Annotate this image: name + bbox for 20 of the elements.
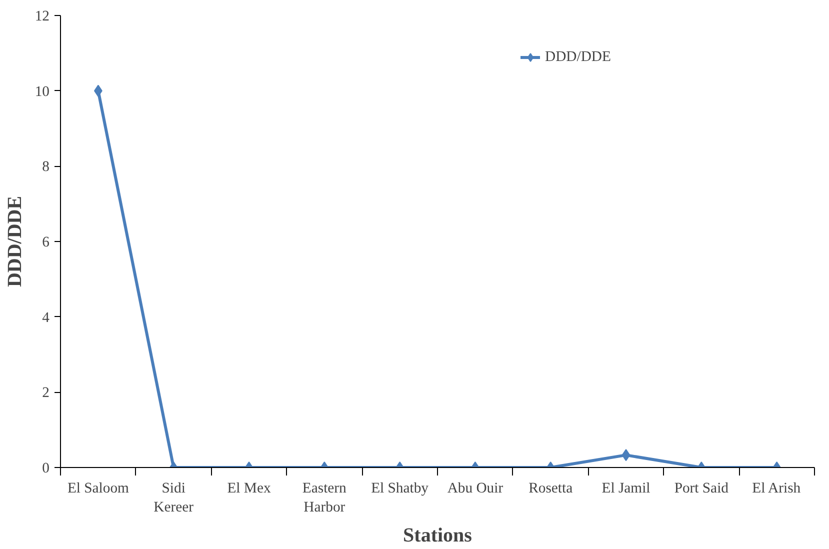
x-tick-label: El Shatby (371, 480, 430, 496)
y-tick-label: 4 (42, 310, 50, 326)
y-tick-label: 2 (42, 385, 50, 402)
y-tick-label: 8 (42, 159, 50, 176)
y-tick-label: 12 (34, 8, 50, 24)
y-tick-label: 10 (34, 84, 50, 100)
x-axis-title: Stations (403, 524, 472, 547)
x-tick-label: Abu Ouir (447, 480, 504, 496)
y-tick-label: 6 (42, 234, 50, 250)
x-tick-label: El Mex (227, 480, 272, 496)
legend-label: DDD/DDE (545, 48, 611, 66)
x-tick-label: Rosetta (528, 480, 574, 496)
y-tick-label: 0 (42, 460, 50, 476)
x-tick-label: El Jamil (602, 480, 650, 496)
x-tick-label: El Saloom (67, 480, 130, 496)
y-axis-title: DDD/DDE (4, 196, 26, 288)
x-tick-label: Port Said (674, 480, 730, 496)
x-tick-label: Eastern Harbor (302, 480, 348, 516)
x-tick-label: Sidi Kereer (154, 480, 194, 516)
x-tick-label: El Arish (752, 480, 802, 496)
